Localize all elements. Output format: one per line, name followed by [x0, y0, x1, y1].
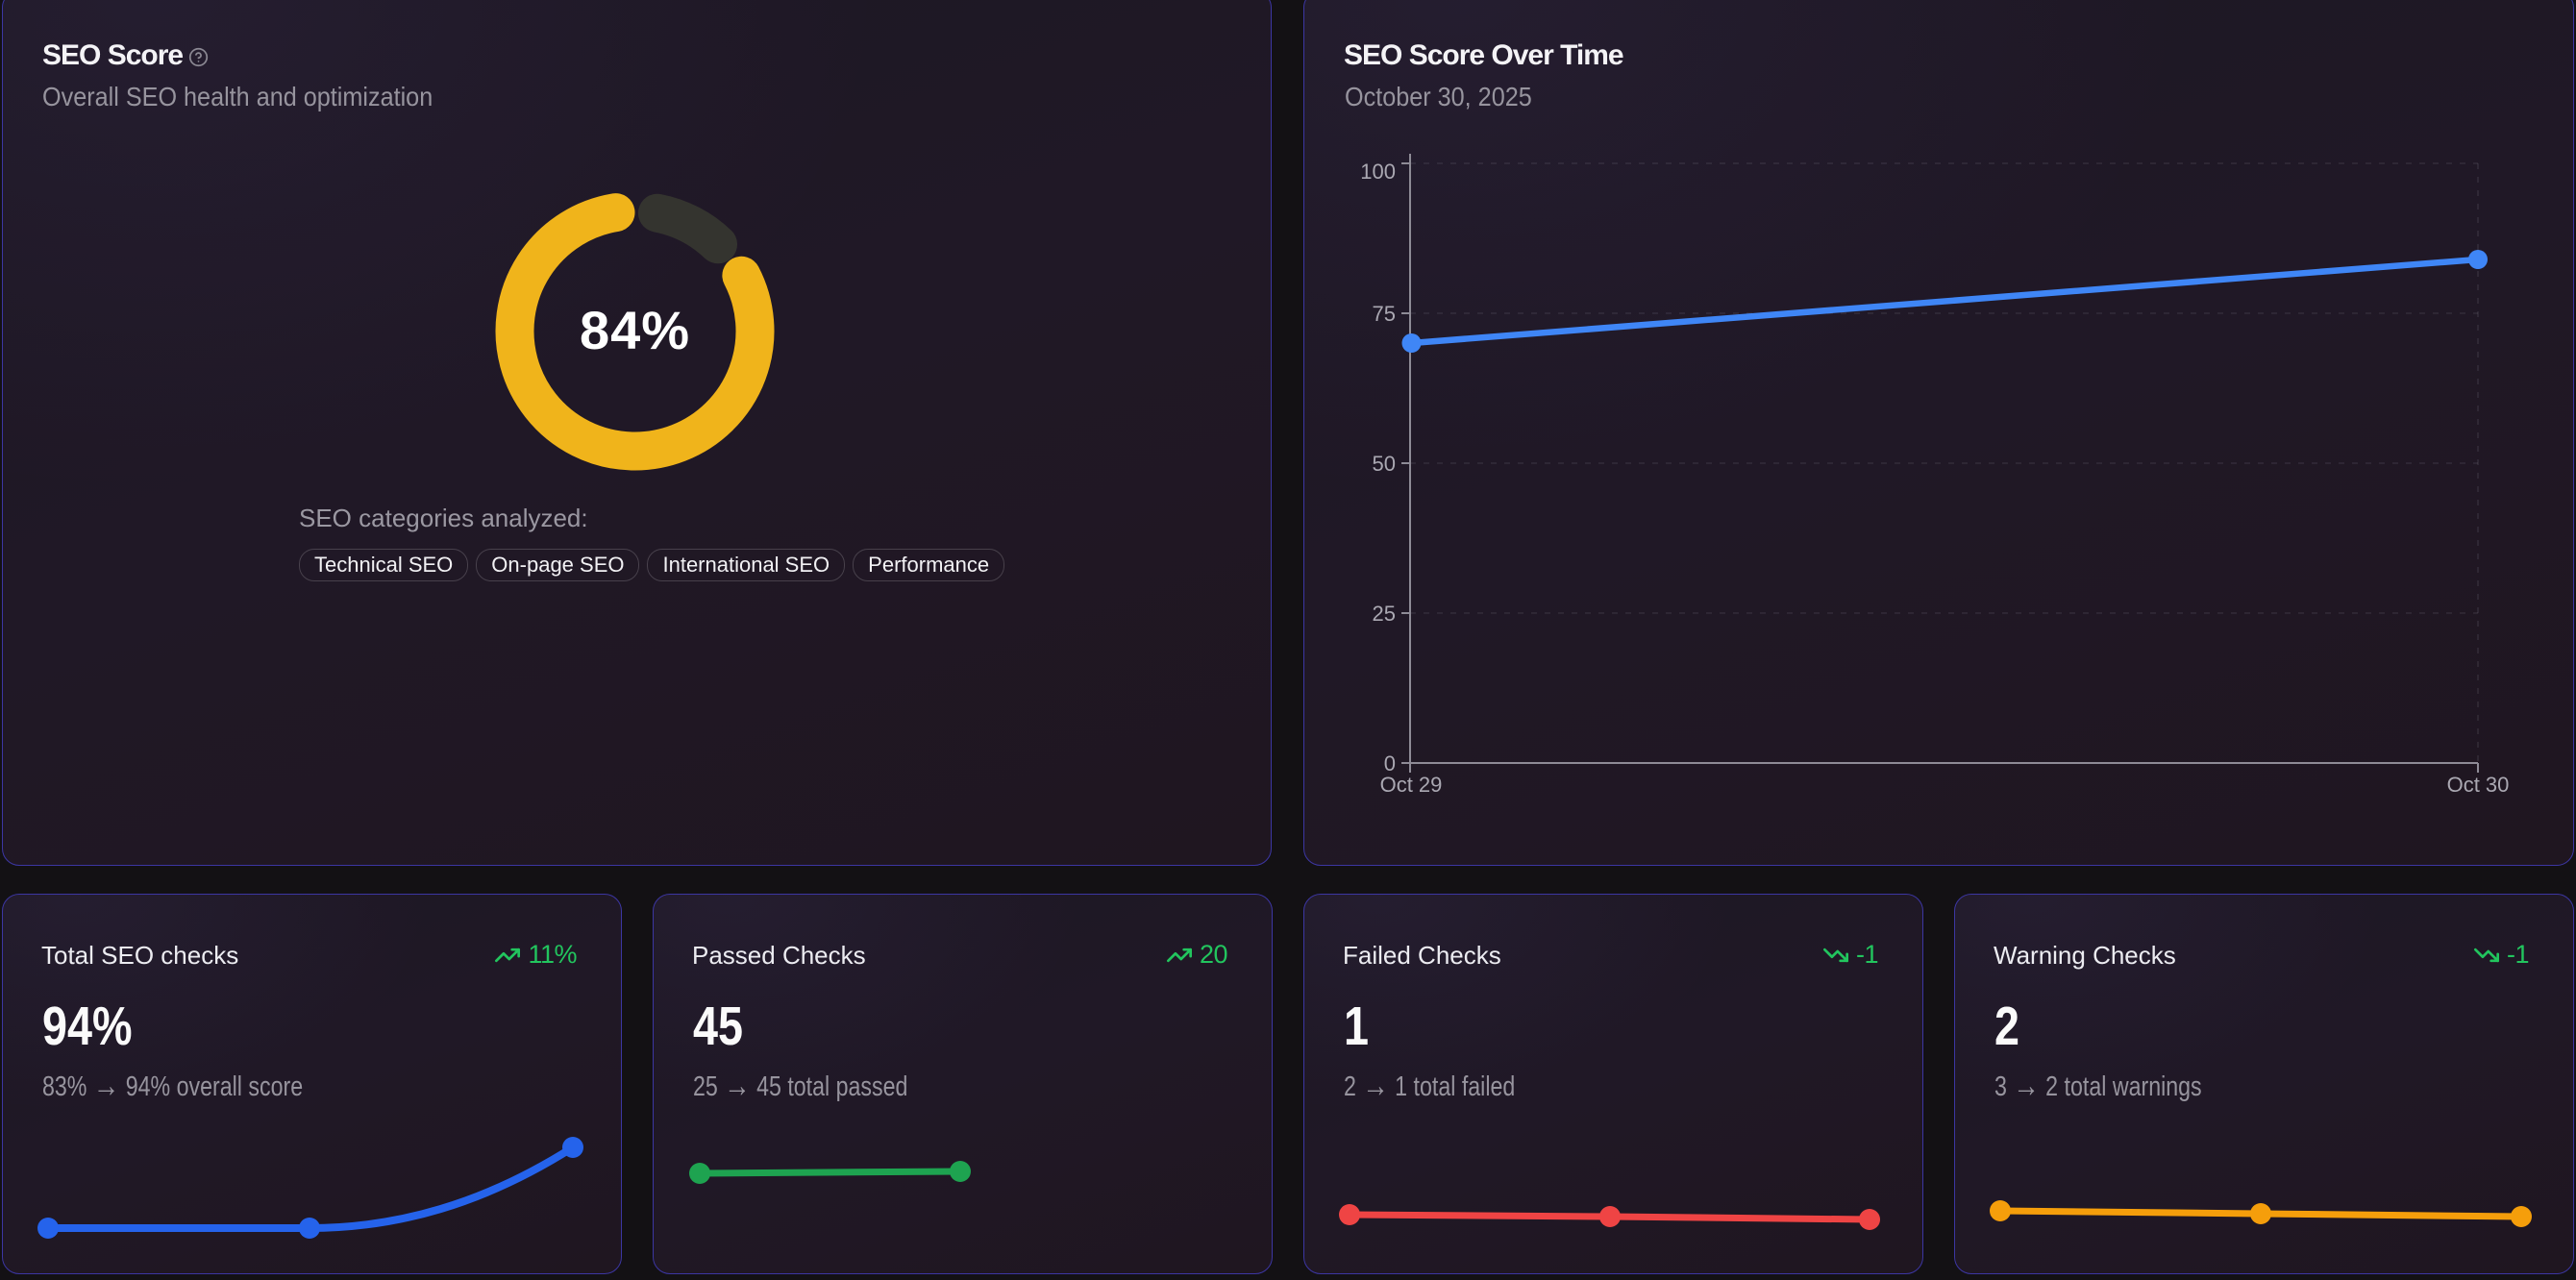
- svg-text:75: 75: [1373, 302, 1396, 326]
- svg-text:100: 100: [1360, 160, 1396, 184]
- svg-text:50: 50: [1373, 452, 1396, 476]
- svg-text:84%: 84%: [580, 300, 690, 360]
- svg-text:25: 25: [1373, 602, 1396, 626]
- svg-text:Oct 30: Oct 30: [2447, 773, 2510, 797]
- svg-text:Oct 29: Oct 29: [1380, 773, 1443, 797]
- svg-text:0: 0: [1384, 751, 1396, 775]
